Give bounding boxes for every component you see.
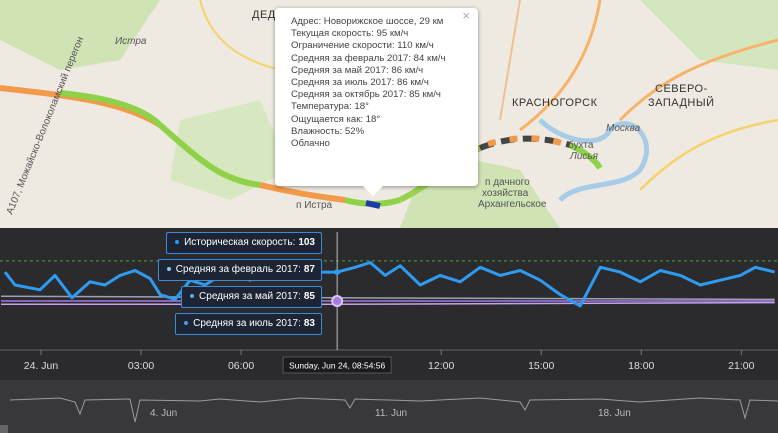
- popup-line: Влажность: 52%: [291, 125, 365, 137]
- popup-line: Температура: 18°: [291, 101, 369, 113]
- tooltip-value: 83: [303, 318, 315, 329]
- map-label: п Истра: [296, 200, 333, 211]
- forest: [170, 100, 290, 200]
- popup-line: Средняя за февраль 2017: 84 км/ч: [291, 52, 446, 64]
- popup-line: Средняя за май 2017: 86 км/ч: [291, 64, 424, 76]
- road: [199, 0, 281, 71]
- map-label: Истра: [115, 36, 147, 47]
- popup-line: Средняя за октябрь 2017: 85 км/ч: [291, 89, 441, 101]
- tooltip: Средняя за май 2017: 85: [181, 286, 322, 308]
- road: [639, 118, 778, 191]
- road: [618, 38, 778, 122]
- popup-line: Адрес: Новорижское шоссе, 29 км: [291, 16, 444, 27]
- route: [59, 90, 261, 188]
- popup-line: Средняя за июль 2017: 86 км/ч: [291, 77, 429, 89]
- popup-line: Текущая скорость: 95 км/ч: [291, 28, 409, 40]
- route: [487, 135, 569, 148]
- river: [538, 118, 649, 202]
- navigator: [0, 380, 778, 433]
- tooltip: Средняя за июль 2017: 83: [175, 313, 322, 335]
- map-label: хозяйства: [482, 188, 529, 199]
- tooltip-label: Средняя за февраль 2017:: [175, 264, 301, 275]
- road: [519, 0, 602, 132]
- map-label: ЗАПАДНЫЙ: [648, 96, 715, 109]
- route: [365, 200, 381, 209]
- navigator-label: 11. Jun: [375, 408, 407, 419]
- x-tick-label: 18:00: [628, 360, 654, 372]
- tooltip: Средняя за февраль 2017: 87: [157, 259, 322, 281]
- plot: 24. Jun 03:00 06:00 12:00 15:00 18:00 21:00 Sun…: [0, 232, 778, 374]
- x-tick-label: 03:00: [128, 360, 154, 372]
- close-button[interactable]: ×: [462, 8, 470, 23]
- road: [499, 0, 521, 121]
- navigator-label: 18. Jun: [598, 408, 631, 419]
- x-tick-label: 06:00: [228, 360, 254, 372]
- tooltip-value: 103: [298, 237, 315, 248]
- map-label: Архангельское: [478, 199, 547, 210]
- tooltip: Историческая скорость: 103: [166, 232, 322, 254]
- map-label: Лисья: [569, 151, 599, 162]
- tooltip-label: Средняя за май 2017:: [199, 291, 301, 302]
- x-tick-label: 12:00: [428, 360, 454, 372]
- crosshair-marker: [334, 269, 341, 276]
- crosshair-label-box: [282, 356, 392, 374]
- map-popup: × Адрес: Новорижское шоссе, 29 км Текуща…: [275, 8, 478, 196]
- route: [259, 182, 346, 203]
- x-tick-label: 24. Jun: [24, 360, 59, 372]
- popup-line: Ощущается как: 18°: [291, 113, 381, 125]
- tooltip-dot: [175, 240, 180, 245]
- map-label: бухта: [568, 139, 594, 151]
- map-label: КРАСНОГОРСК: [512, 97, 598, 109]
- crosshair-marker: [331, 295, 344, 308]
- map-label: п дачного: [485, 177, 530, 188]
- map-label: СЕВЕРО-: [655, 83, 708, 95]
- scroll-button[interactable]: [0, 425, 8, 433]
- tooltip-value: 87: [303, 264, 315, 275]
- map-label: Москва: [606, 123, 641, 134]
- x-tick-label: 15:00: [528, 360, 554, 372]
- crosshair-label: Sunday, Jun 24, 08:54:56: [289, 361, 386, 371]
- tooltip-dot: [190, 294, 195, 299]
- navigator-line: [9, 397, 778, 423]
- popup-line: Ограничение скорости: 110 км/ч: [291, 40, 434, 52]
- tooltip-label: Средняя за июль 2017:: [193, 318, 301, 329]
- tooltip-value: 85: [303, 291, 315, 302]
- navigator-label: 4. Jun: [150, 408, 177, 419]
- tooltip-dot: [184, 321, 189, 326]
- forest: [0, 0, 160, 70]
- x-tick-label: 21:00: [728, 360, 754, 372]
- route: [568, 142, 603, 170]
- series-line: [3, 261, 776, 308]
- tooltip-dot: [166, 267, 171, 272]
- popup-line: Облачно: [291, 138, 330, 150]
- tooltip-label: Историческая скорость:: [184, 237, 296, 248]
- forest: [640, 0, 778, 70]
